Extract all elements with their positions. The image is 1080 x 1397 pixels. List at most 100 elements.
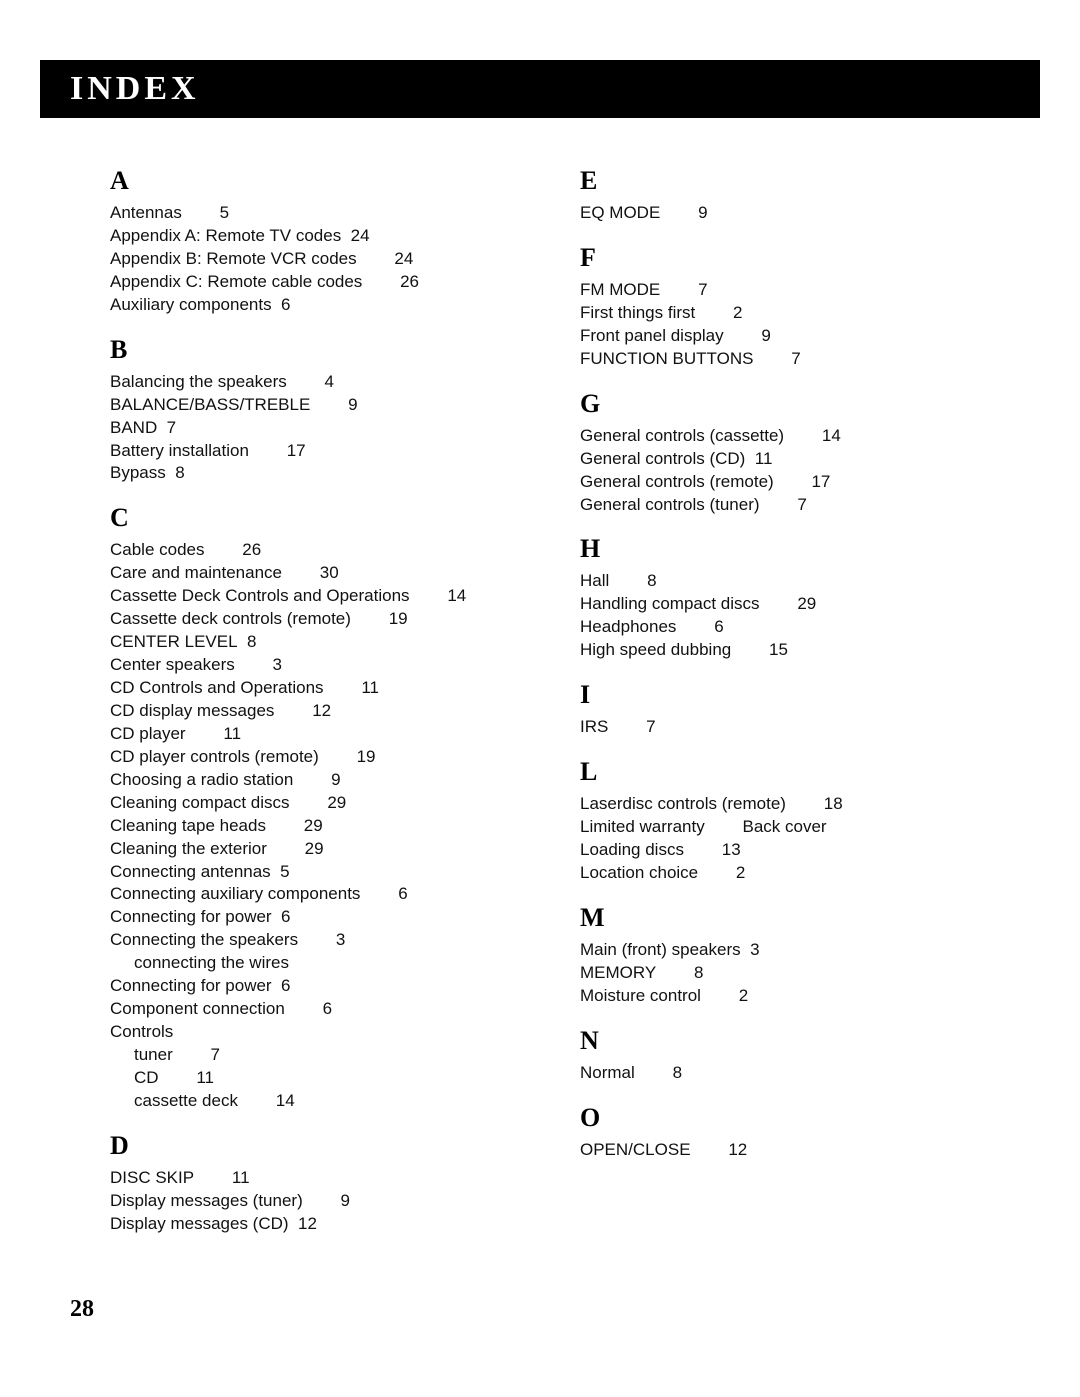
index-entry: Display messages (tuner) 9 xyxy=(110,1190,540,1213)
index-entry-label: EQ MODE xyxy=(580,202,660,225)
index-entry-label: Cable codes xyxy=(110,539,205,562)
index-letter: F xyxy=(580,243,1010,273)
index-entry-page: Back cover xyxy=(705,816,827,839)
index-entry-label: Cleaning tape heads xyxy=(110,815,266,838)
index-entry-label: Center speakers xyxy=(110,654,235,677)
index-entry-label: Front panel display xyxy=(580,325,724,348)
index-letter: C xyxy=(110,503,540,533)
index-entry: Cassette deck controls (remote) 19 xyxy=(110,608,540,631)
index-entry: Hall 8 xyxy=(580,570,1010,593)
index-entry-label: Display messages (CD) xyxy=(110,1213,289,1236)
index-entry-page: 6 xyxy=(272,906,291,929)
index-entry-page: 8 xyxy=(166,462,185,485)
index-entry-page: 3 xyxy=(741,939,760,962)
index-entry-page: 12 xyxy=(289,1213,317,1236)
index-letter: E xyxy=(580,166,1010,196)
index-entry: Connecting for power 6 xyxy=(110,906,540,929)
index-entries: Balancing the speakers 4BALANCE/BASS/TRE… xyxy=(110,371,540,486)
index-entry-label: First things first xyxy=(580,302,695,325)
index-entry: CD player 11 xyxy=(110,723,540,746)
index-entry: MEMORY 8 xyxy=(580,962,1010,985)
index-entry: cassette deck 14 xyxy=(110,1090,540,1113)
index-entry: Connecting auxiliary components 6 xyxy=(110,883,540,906)
index-entry-page: 2 xyxy=(701,985,748,1008)
index-entry-label: BALANCE/BASS/TREBLE xyxy=(110,394,310,417)
index-entry: Auxiliary components 6 xyxy=(110,294,540,317)
index-entry-label: Cassette deck controls (remote) xyxy=(110,608,351,631)
index-entry-page: 12 xyxy=(691,1139,748,1162)
index-entry: Care and maintenance 30 xyxy=(110,562,540,585)
index-entry: General controls (CD) 11 xyxy=(580,448,1010,471)
index-entry-label: Connecting for power xyxy=(110,975,272,998)
index-entries: Laserdisc controls (remote) 18Limited wa… xyxy=(580,793,1010,885)
index-entry-label: DISC SKIP xyxy=(110,1167,194,1190)
index-entry-page: 11 xyxy=(159,1067,214,1090)
index-entry-page: 6 xyxy=(676,616,723,639)
index-entry-label: connecting the wires xyxy=(134,952,289,975)
index-entry-page: 3 xyxy=(298,929,345,952)
index-entry-page: 7 xyxy=(608,716,655,739)
index-entry: tuner 7 xyxy=(110,1044,540,1067)
index-entry: Cable codes 26 xyxy=(110,539,540,562)
index-entry: EQ MODE 9 xyxy=(580,202,1010,225)
index-entries: IRS 7 xyxy=(580,716,1010,739)
page-number: 28 xyxy=(70,1296,1010,1323)
index-entry: Cleaning compact discs 29 xyxy=(110,792,540,815)
index-entry: Limited warranty Back cover xyxy=(580,816,1010,839)
index-entry-page: 7 xyxy=(660,279,707,302)
index-entry-label: Main (front) speakers xyxy=(580,939,741,962)
index-entry-page: 29 xyxy=(290,792,347,815)
index-letter: I xyxy=(580,680,1010,710)
index-entry-label: High speed dubbing xyxy=(580,639,731,662)
index-entry: General controls (cassette) 14 xyxy=(580,425,1010,448)
index-entry: High speed dubbing 15 xyxy=(580,639,1010,662)
index-entry-page: 29 xyxy=(267,838,324,861)
index-entry-label: Limited warranty xyxy=(580,816,705,839)
index-entry-label: Appendix A: Remote TV codes xyxy=(110,225,341,248)
index-entry-page: 3 xyxy=(235,654,282,677)
title-bar: INDEX xyxy=(40,60,1040,118)
index-entries: DISC SKIP 11Display messages (tuner) 9Di… xyxy=(110,1167,540,1236)
index-entry-label: Loading discs xyxy=(580,839,684,862)
index-entry-page: 26 xyxy=(205,539,262,562)
index-letter: M xyxy=(580,903,1010,933)
index-entry-label: Cassette Deck Controls and Operations xyxy=(110,585,410,608)
index-entry-page: 30 xyxy=(282,562,339,585)
index-columns: AAntennas 5Appendix A: Remote TV codes 2… xyxy=(70,148,1010,1236)
index-entry-label: Choosing a radio station xyxy=(110,769,293,792)
index-entry-page: 7 xyxy=(760,494,807,517)
index-entry-label: Connecting auxiliary components xyxy=(110,883,360,906)
index-entry: Normal 8 xyxy=(580,1062,1010,1085)
index-entry-page: 4 xyxy=(287,371,334,394)
index-entry-label: Connecting for power xyxy=(110,906,272,929)
index-letter: G xyxy=(580,389,1010,419)
index-letter: B xyxy=(110,335,540,365)
index-letter: O xyxy=(580,1103,1010,1133)
index-entry: Headphones 6 xyxy=(580,616,1010,639)
index-entry: Controls xyxy=(110,1021,540,1044)
index-entry: Cleaning tape heads 29 xyxy=(110,815,540,838)
index-entry-page: 9 xyxy=(310,394,357,417)
index-entry-label: CENTER LEVEL xyxy=(110,631,238,654)
index-entry-page: 7 xyxy=(157,417,176,440)
index-entries: Antennas 5Appendix A: Remote TV codes 24… xyxy=(110,202,540,317)
index-entry-page: 6 xyxy=(285,998,332,1021)
index-entry-label: FUNCTION BUTTONS xyxy=(580,348,753,371)
index-entry-label: CD player xyxy=(110,723,186,746)
index-entry-label: Appendix C: Remote cable codes xyxy=(110,271,362,294)
index-entry: Appendix A: Remote TV codes 24 xyxy=(110,225,540,248)
index-entry: Connecting the speakers 3 xyxy=(110,929,540,952)
index-entry: DISC SKIP 11 xyxy=(110,1167,540,1190)
index-entry-label: Cleaning compact discs xyxy=(110,792,290,815)
index-entry-page: 11 xyxy=(194,1167,249,1190)
index-entries: Main (front) speakers 3MEMORY 8Moisture … xyxy=(580,939,1010,1008)
index-entry-page: 7 xyxy=(753,348,800,371)
index-entries: FM MODE 7First things first 2Front panel… xyxy=(580,279,1010,371)
index-entry: FM MODE 7 xyxy=(580,279,1010,302)
index-entry: Laserdisc controls (remote) 18 xyxy=(580,793,1010,816)
index-entry-page: 5 xyxy=(182,202,229,225)
index-entry-label: CD xyxy=(134,1067,159,1090)
index-entry-label: General controls (cassette) xyxy=(580,425,784,448)
index-entry-label: Connecting antennas xyxy=(110,861,271,884)
index-entry: OPEN/CLOSE 12 xyxy=(580,1139,1010,1162)
